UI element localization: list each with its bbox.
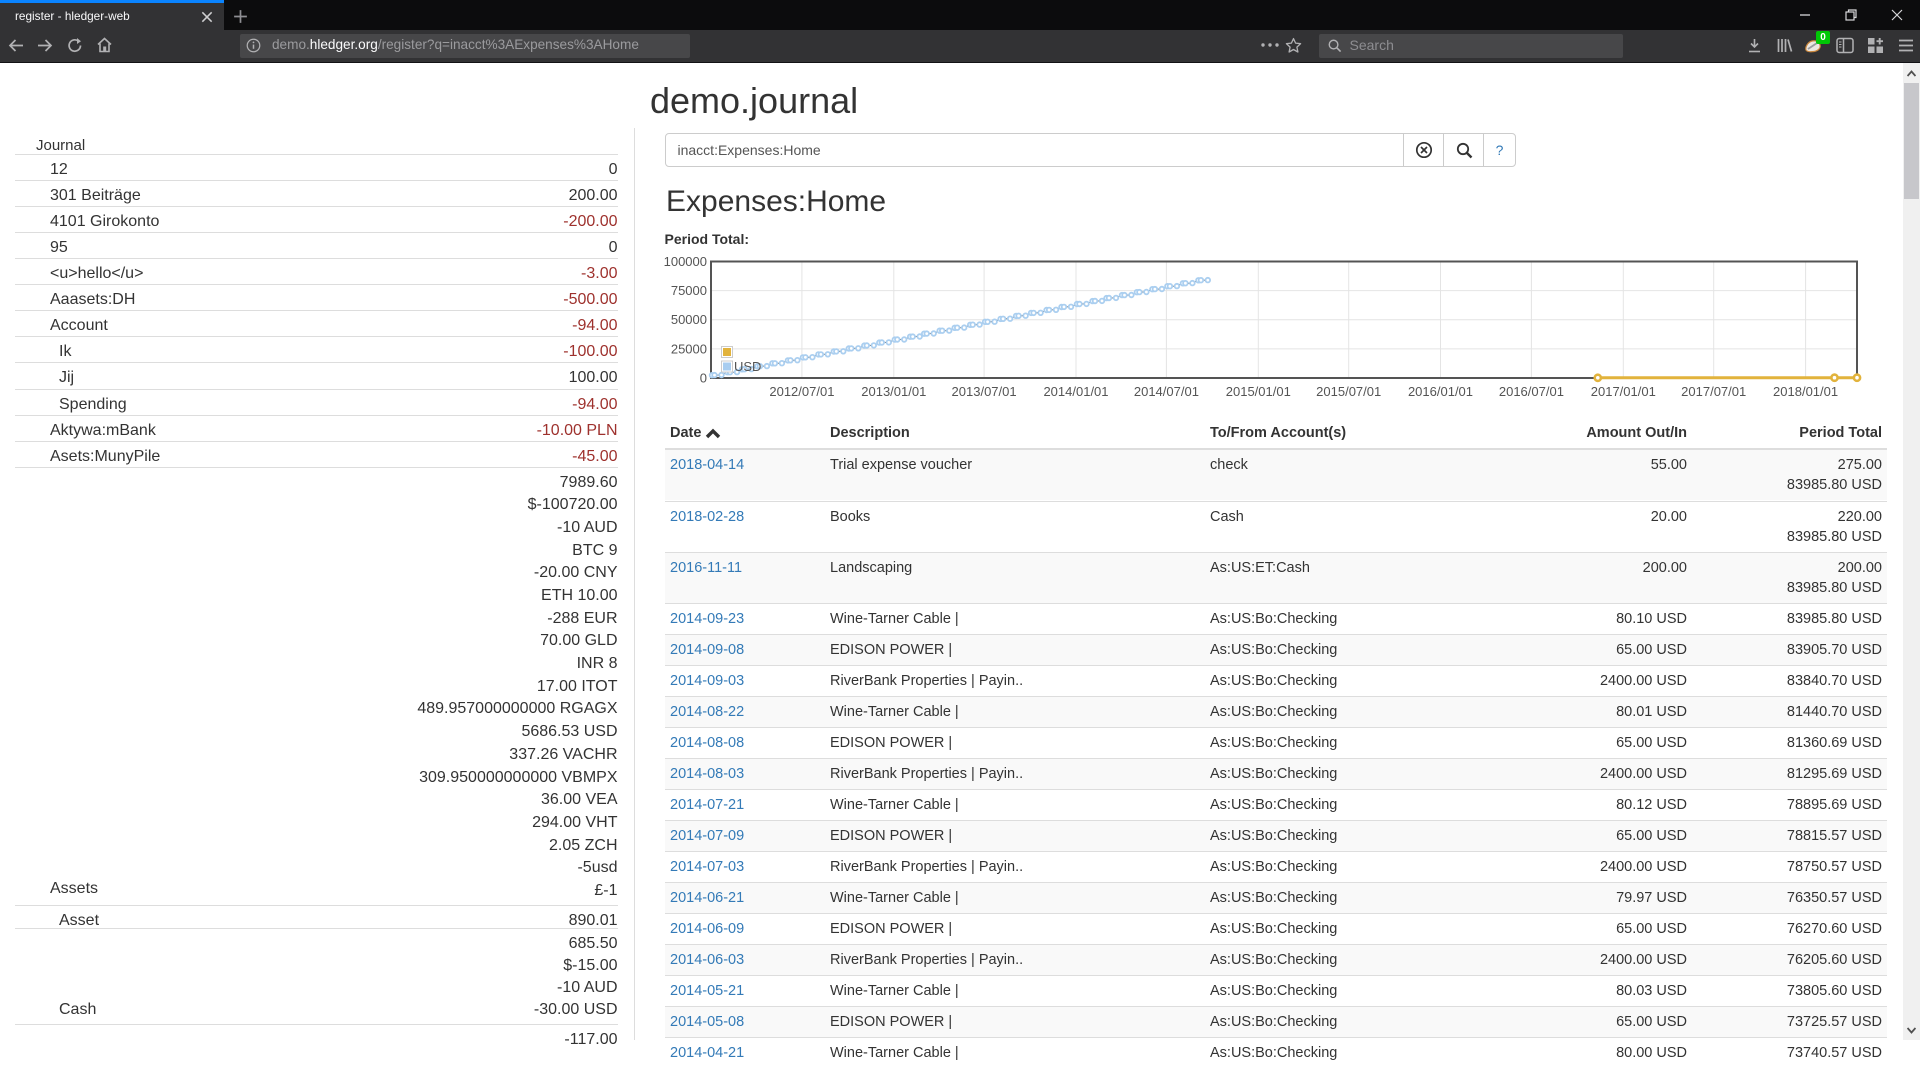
svg-text:2018/01/01: 2018/01/01 [1773, 384, 1838, 399]
svg-text:2015/01/01: 2015/01/01 [1226, 384, 1291, 399]
svg-text:75000: 75000 [671, 283, 707, 298]
svg-text:2014/07/01: 2014/07/01 [1134, 384, 1199, 399]
svg-text:2014/01/01: 2014/01/01 [1043, 384, 1108, 399]
svg-text:2017/07/01: 2017/07/01 [1681, 384, 1746, 399]
svg-text:100000: 100000 [664, 254, 707, 269]
svg-text:25000: 25000 [671, 341, 707, 356]
svg-text:2016/07/01: 2016/07/01 [1499, 384, 1564, 399]
svg-text:2015/07/01: 2015/07/01 [1316, 384, 1381, 399]
svg-text:50000: 50000 [671, 312, 707, 327]
svg-text:2013/01/01: 2013/01/01 [861, 384, 926, 399]
svg-text:0: 0 [700, 371, 707, 386]
svg-text:2017/01/01: 2017/01/01 [1591, 384, 1656, 399]
svg-text:2016/01/01: 2016/01/01 [1408, 384, 1473, 399]
svg-text:USD: USD [734, 359, 761, 374]
svg-text:2012/07/01: 2012/07/01 [769, 384, 834, 399]
svg-text:2013/07/01: 2013/07/01 [952, 384, 1017, 399]
